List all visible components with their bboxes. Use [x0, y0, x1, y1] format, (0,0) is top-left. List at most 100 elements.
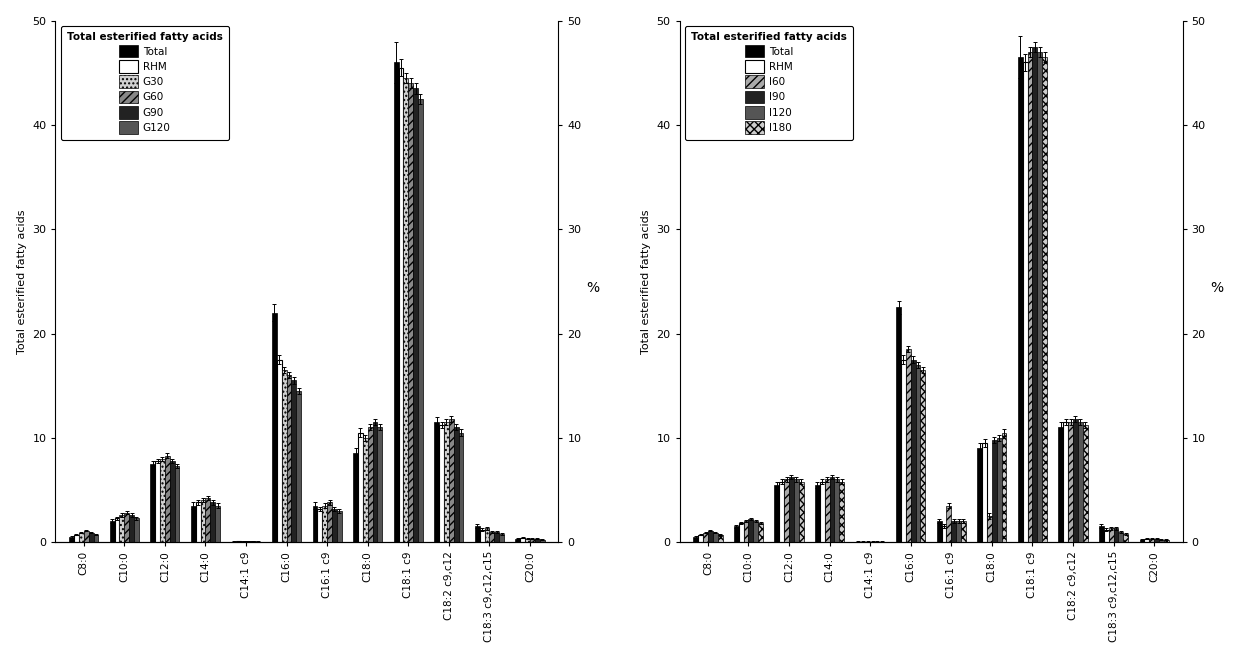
- Bar: [150, 464, 155, 542]
- Bar: [529, 539, 534, 542]
- Bar: [332, 509, 337, 542]
- Bar: [906, 349, 910, 542]
- Y-axis label: %: %: [587, 281, 599, 295]
- Bar: [708, 530, 713, 542]
- Bar: [201, 500, 206, 542]
- Bar: [439, 425, 444, 542]
- Bar: [211, 502, 216, 542]
- Bar: [703, 532, 708, 542]
- Bar: [835, 480, 839, 542]
- Bar: [134, 518, 139, 542]
- Bar: [1109, 529, 1114, 542]
- Bar: [997, 438, 1002, 542]
- Bar: [794, 480, 799, 542]
- Bar: [516, 539, 521, 542]
- Bar: [495, 532, 500, 542]
- Bar: [434, 422, 439, 542]
- Bar: [363, 438, 368, 542]
- Bar: [897, 308, 901, 542]
- Bar: [1154, 539, 1159, 542]
- Bar: [936, 521, 941, 542]
- Bar: [358, 432, 363, 542]
- Bar: [124, 513, 129, 542]
- Bar: [291, 380, 296, 542]
- Bar: [444, 422, 449, 542]
- Bar: [160, 459, 165, 542]
- Bar: [490, 532, 495, 542]
- Bar: [1118, 532, 1123, 542]
- Bar: [216, 505, 219, 542]
- Bar: [480, 530, 485, 542]
- Bar: [119, 515, 124, 542]
- Bar: [418, 99, 423, 542]
- Y-axis label: Total esterified fatty acids: Total esterified fatty acids: [641, 209, 651, 354]
- Bar: [713, 532, 718, 542]
- Bar: [165, 455, 170, 542]
- Bar: [758, 523, 763, 542]
- Bar: [749, 519, 754, 542]
- Bar: [69, 537, 74, 542]
- Bar: [206, 498, 211, 542]
- Bar: [327, 502, 332, 542]
- Bar: [114, 518, 119, 542]
- Bar: [413, 88, 418, 542]
- Bar: [191, 505, 196, 542]
- Bar: [521, 538, 525, 542]
- Bar: [830, 477, 835, 542]
- Bar: [815, 485, 820, 542]
- Bar: [977, 448, 982, 542]
- Bar: [775, 485, 779, 542]
- Bar: [170, 461, 175, 542]
- Bar: [485, 529, 490, 542]
- Bar: [1145, 539, 1149, 542]
- Bar: [281, 370, 286, 542]
- Bar: [250, 541, 255, 542]
- Bar: [920, 370, 925, 542]
- Bar: [820, 482, 825, 542]
- Bar: [500, 534, 503, 542]
- Bar: [241, 541, 246, 542]
- Bar: [1042, 57, 1047, 542]
- Bar: [693, 537, 698, 542]
- Bar: [825, 480, 830, 542]
- Bar: [1023, 63, 1028, 542]
- Bar: [915, 365, 920, 542]
- Bar: [1083, 425, 1087, 542]
- Bar: [459, 432, 464, 542]
- Bar: [534, 539, 539, 542]
- Bar: [317, 509, 322, 542]
- Bar: [1104, 530, 1109, 542]
- Bar: [525, 539, 529, 542]
- Bar: [1149, 539, 1154, 542]
- Bar: [74, 534, 79, 542]
- Bar: [129, 515, 134, 542]
- Bar: [337, 511, 342, 542]
- Bar: [539, 540, 544, 542]
- Bar: [155, 461, 160, 542]
- Bar: [718, 534, 723, 542]
- Bar: [992, 440, 997, 542]
- Bar: [1099, 527, 1104, 542]
- Bar: [398, 68, 403, 542]
- Bar: [296, 391, 301, 542]
- Bar: [322, 505, 327, 542]
- Bar: [372, 422, 377, 542]
- Bar: [789, 477, 794, 542]
- Bar: [1033, 47, 1038, 542]
- Bar: [784, 480, 789, 542]
- Bar: [1159, 540, 1164, 542]
- Bar: [454, 427, 459, 542]
- Bar: [449, 419, 454, 542]
- Bar: [987, 516, 992, 542]
- Bar: [1114, 529, 1118, 542]
- Bar: [246, 541, 250, 542]
- Bar: [941, 527, 946, 542]
- Bar: [1018, 57, 1023, 542]
- Bar: [109, 521, 114, 542]
- Bar: [88, 532, 93, 542]
- Bar: [982, 443, 987, 542]
- Bar: [403, 78, 408, 542]
- Bar: [739, 523, 744, 542]
- Bar: [1068, 422, 1073, 542]
- Bar: [1002, 432, 1007, 542]
